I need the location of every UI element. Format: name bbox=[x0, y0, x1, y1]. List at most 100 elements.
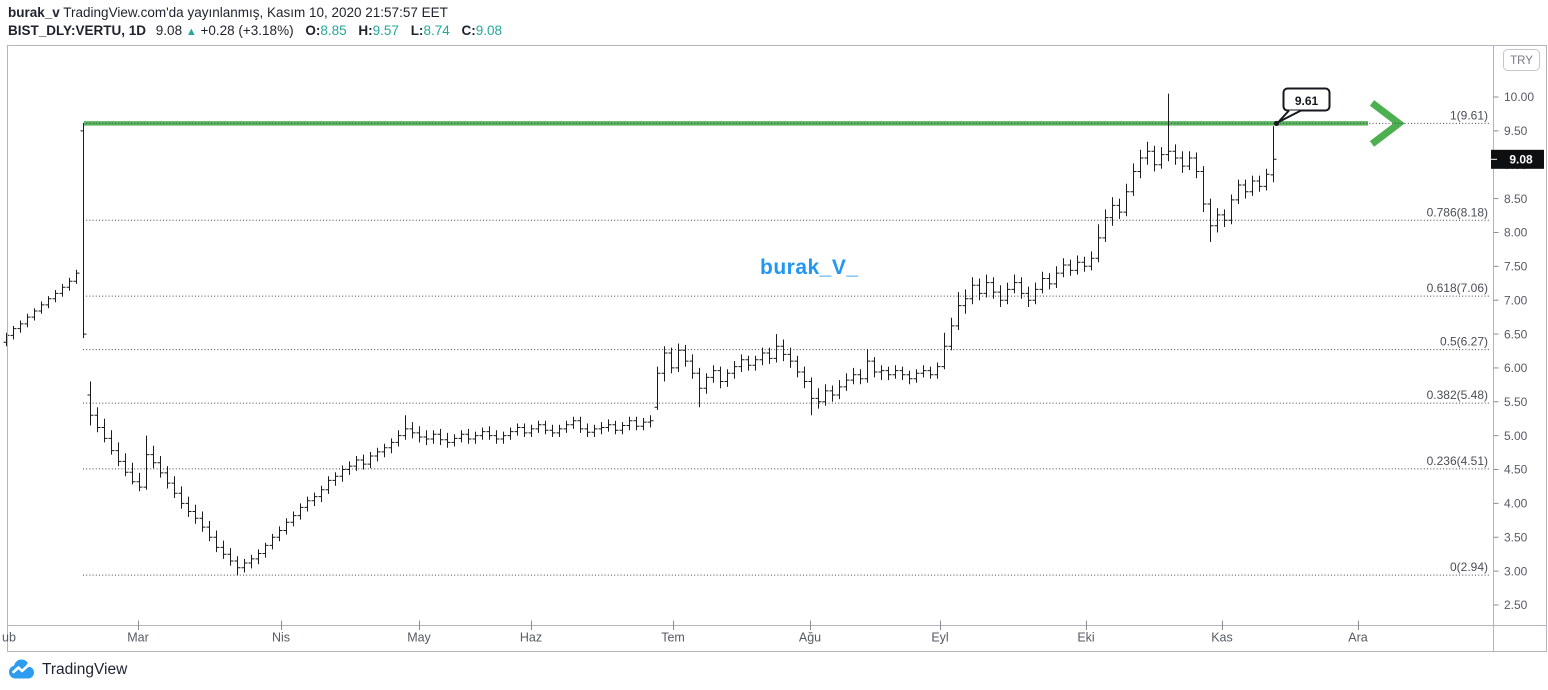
ohlc-bar bbox=[38, 301, 45, 314]
ohlc-bar bbox=[556, 424, 563, 437]
ohlc-bar bbox=[388, 438, 395, 454]
ohlc-bar bbox=[479, 427, 486, 440]
ohlc-bar bbox=[780, 339, 787, 362]
ohlc-bar bbox=[724, 369, 731, 387]
ohlc-bar bbox=[171, 476, 178, 498]
ohlc-bar bbox=[1228, 194, 1235, 225]
ohlc-bar bbox=[409, 422, 416, 439]
fib-level[interactable]: 0(2.94) bbox=[83, 560, 1489, 576]
price-tick: 4.50 bbox=[1493, 463, 1528, 477]
ohlc-bar bbox=[654, 366, 661, 410]
ohlc-bar bbox=[1235, 179, 1242, 204]
ohlc-bar bbox=[395, 430, 402, 447]
ohlc-bar bbox=[248, 554, 255, 569]
ohlc-bar bbox=[423, 430, 430, 446]
ohlc-bar bbox=[682, 344, 689, 367]
fib-level[interactable]: 0.236(4.51) bbox=[83, 454, 1489, 470]
ohlc-series bbox=[3, 93, 1277, 576]
ohlc-bar bbox=[339, 465, 346, 482]
ohlc-bar bbox=[311, 492, 318, 507]
ohlc-bar bbox=[773, 334, 780, 363]
close-value: 9.08 bbox=[475, 23, 503, 38]
header-line-1: burak_v TradingView.com'da yayınlanmış, … bbox=[8, 4, 502, 22]
last-price-badge-label: 9.08 bbox=[1509, 153, 1533, 167]
ohlc-bar bbox=[514, 423, 521, 436]
last-price-text: 9.08 bbox=[155, 23, 183, 38]
month-tick: Nis bbox=[272, 620, 290, 645]
ohlc-bar bbox=[759, 347, 766, 366]
ohlc-bar bbox=[346, 461, 353, 475]
fib-level[interactable]: 1(9.61) bbox=[83, 108, 1489, 124]
price-tick-label: 5.50 bbox=[1504, 395, 1528, 409]
ohlc-bar bbox=[101, 418, 108, 443]
ohlc-bar bbox=[976, 278, 983, 301]
month-tick: Kas bbox=[1211, 620, 1233, 645]
ohlc-bar bbox=[94, 407, 101, 433]
up-arrow-icon: ▲ bbox=[185, 26, 197, 38]
author-name: burak_v bbox=[8, 5, 60, 20]
price-callout[interactable]: 9.61 bbox=[1273, 87, 1331, 127]
fib-level[interactable]: 0.618(7.06) bbox=[83, 281, 1489, 297]
ohlc-bar bbox=[528, 424, 535, 437]
ohlc-bar bbox=[1200, 166, 1207, 213]
high-value: 9.57 bbox=[372, 23, 399, 38]
month-tick: Mar bbox=[127, 620, 149, 645]
month-label: Mar bbox=[127, 631, 149, 645]
tradingview-logo[interactable]: TradingView bbox=[8, 658, 127, 681]
month-label: Eki bbox=[1077, 631, 1094, 645]
low-value: 8.74 bbox=[423, 23, 450, 38]
ohlc-bar bbox=[808, 377, 815, 416]
annotations-layer[interactable]: 9.08 9.61 bbox=[1273, 87, 1544, 169]
ohlc-bar bbox=[304, 496, 311, 512]
ohlc-bar bbox=[332, 472, 339, 486]
ohlc-bar bbox=[857, 369, 864, 385]
ohlc-bar bbox=[66, 277, 73, 291]
ohlc-bar bbox=[1018, 277, 1025, 299]
ohlc-bar bbox=[997, 285, 1004, 307]
ohlc-bar bbox=[864, 349, 871, 383]
price-callout-box[interactable] bbox=[1282, 87, 1331, 112]
currency-button[interactable]: TRY bbox=[1503, 49, 1540, 71]
chart-frame bbox=[7, 45, 1547, 652]
fib-retracement[interactable]: 1(9.61) 0.786(8.18) 0.618(7.06) 0.5(6.27) 0.… bbox=[83, 108, 1489, 576]
ohlc-bar bbox=[584, 423, 591, 437]
tradingview-cloud-icon bbox=[9, 659, 34, 679]
price-change-text: +0.28 (+3.18%) bbox=[200, 23, 294, 38]
ohlc-bar bbox=[1158, 147, 1165, 169]
month-label: Tem bbox=[661, 631, 685, 645]
ohlc-bar bbox=[1116, 198, 1123, 219]
ohlc-bar bbox=[185, 496, 192, 517]
ohlc-bar bbox=[122, 453, 129, 477]
ohlc-bar bbox=[1039, 271, 1046, 294]
fib-level[interactable]: 0.5(6.27) bbox=[83, 335, 1489, 351]
ohlc-bar bbox=[1088, 251, 1095, 271]
fib-level[interactable]: 0.786(8.18) bbox=[83, 205, 1489, 221]
ohlc-bar bbox=[787, 347, 794, 368]
ohlc-bar bbox=[234, 556, 241, 576]
price-tick: 9.50 bbox=[1493, 124, 1528, 138]
ohlc-bar bbox=[843, 373, 850, 391]
currency-button-box[interactable] bbox=[1503, 49, 1540, 71]
price-tick-label: 10.00 bbox=[1504, 90, 1534, 104]
ohlc-bar bbox=[220, 540, 227, 559]
ohlc-bar bbox=[1032, 282, 1039, 305]
price-tick-label: 7.50 bbox=[1504, 260, 1528, 274]
price-tick-label: 9.50 bbox=[1504, 124, 1528, 138]
month-tick: May bbox=[407, 620, 432, 645]
month-label: May bbox=[407, 631, 431, 645]
price-scale[interactable]: 10.009.509.008.508.007.507.006.506.005.5… bbox=[1493, 90, 1535, 612]
month-tick: Tem bbox=[661, 620, 685, 645]
time-scale[interactable]: ub Mar Nis May Haz Tem Ağu Eyl Eki Kas Ara bbox=[2, 620, 1368, 645]
ohlc-bar bbox=[500, 431, 507, 444]
ohlc-bar bbox=[745, 355, 752, 371]
ohlc-bar bbox=[381, 443, 388, 458]
ohlc-bar bbox=[108, 430, 115, 455]
fib-level[interactable]: 0.382(5.48) bbox=[83, 388, 1489, 404]
trend-line-layer[interactable] bbox=[84, 100, 1405, 147]
price-chart[interactable]: 1(9.61) 0.786(8.18) 0.618(7.06) 0.5(6.27) 0.… bbox=[0, 45, 1548, 653]
symbol-title: BIST_DLY:VERTU, 1D bbox=[8, 23, 147, 38]
fib-level-label: 0.382(5.48) bbox=[1427, 388, 1488, 402]
ohlc-bar bbox=[1249, 175, 1256, 196]
ohlc-bar bbox=[619, 422, 626, 435]
ohlc-bar bbox=[1074, 255, 1081, 275]
